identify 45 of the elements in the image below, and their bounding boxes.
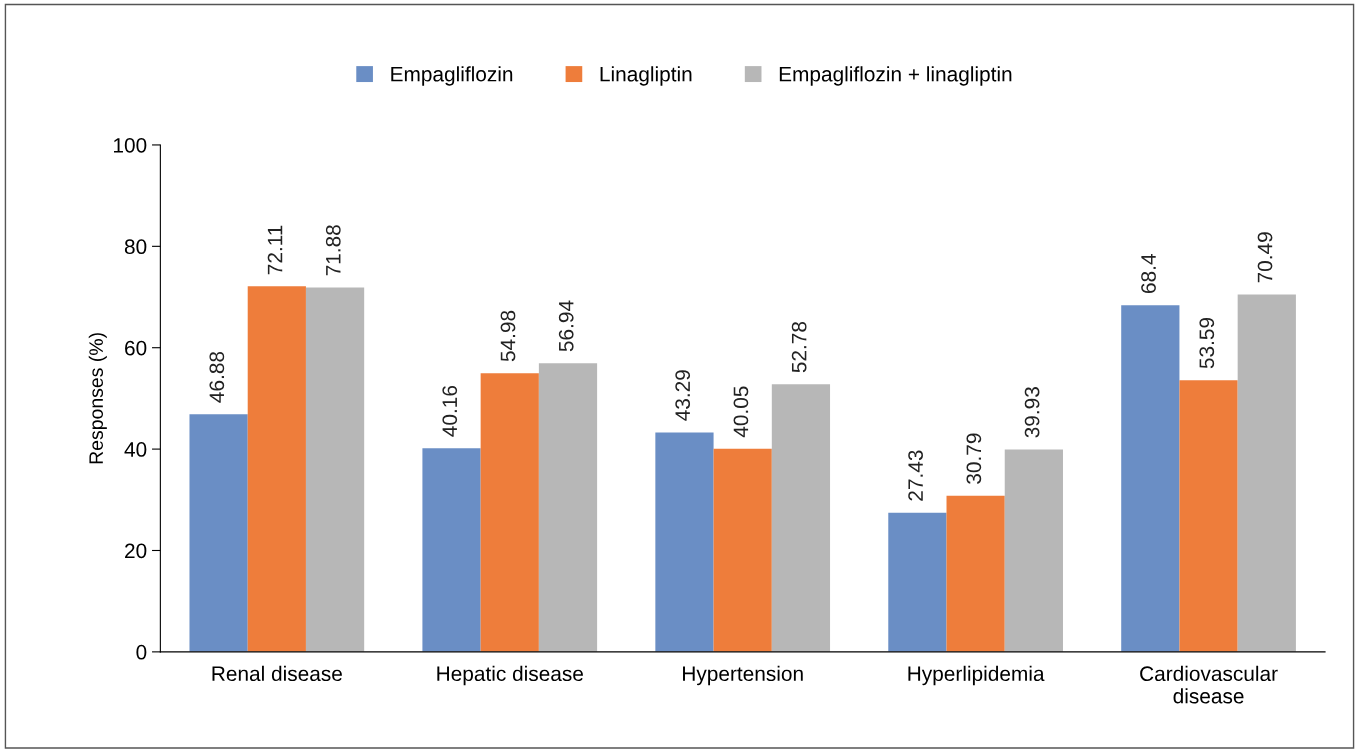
data-label: 71.88: [325, 225, 341, 276]
data-label: 27.43: [908, 450, 923, 501]
bar: [713, 448, 772, 652]
bar: [1004, 449, 1063, 652]
x-tick-label: Hyperlipidemia: [908, 665, 1045, 686]
y-tick-label: 40: [124, 442, 147, 457]
data-label: 70.49: [1257, 232, 1273, 283]
bar: [247, 286, 306, 652]
data-label: 39.93: [1024, 387, 1040, 438]
data-label: 46.88: [209, 351, 225, 403]
data-label: 40.16: [442, 385, 458, 437]
bar: [655, 432, 714, 652]
data-label: 72.11: [267, 225, 283, 275]
x-tick-label: Cardiovascular disease: [1140, 665, 1278, 704]
bar: [480, 373, 539, 652]
y-tick-label: 20: [125, 543, 147, 559]
data-label: 54.98: [500, 310, 516, 362]
legend-label: Empagliflozin + linagliptin: [779, 66, 1012, 86]
bar: [946, 495, 1005, 652]
data-label: 30.79: [966, 433, 982, 484]
y-axis-title: Responses (%): [88, 333, 107, 464]
bar: [305, 287, 365, 652]
data-label: 43.29: [675, 370, 691, 421]
y-tick-label: 0: [136, 644, 147, 660]
y-tick-label: 60: [125, 340, 147, 356]
bar: [422, 448, 481, 652]
data-label: 53.59: [1199, 317, 1215, 369]
data-label: 68.4: [1141, 254, 1156, 293]
bar: [1237, 294, 1296, 652]
data-label: 40.05: [733, 386, 749, 438]
x-tick-label: Renal disease: [212, 665, 342, 682]
data-label: 56.94: [558, 300, 574, 352]
bar: [1179, 380, 1238, 652]
bar: [888, 512, 947, 652]
y-tick-label: 100: [114, 137, 147, 153]
bar: [771, 384, 831, 652]
bar: [1121, 305, 1180, 652]
legend-label: Linagliptin: [600, 66, 692, 86]
y-tick-label: 80: [124, 239, 147, 255]
legend-label: Empagliflozin: [391, 66, 513, 86]
x-tick-label: Hypertension: [683, 665, 803, 686]
bar: [538, 363, 598, 652]
bar: [189, 414, 248, 652]
x-tick-label: Hepatic disease: [437, 665, 583, 686]
data-label: 52.78: [791, 321, 807, 373]
